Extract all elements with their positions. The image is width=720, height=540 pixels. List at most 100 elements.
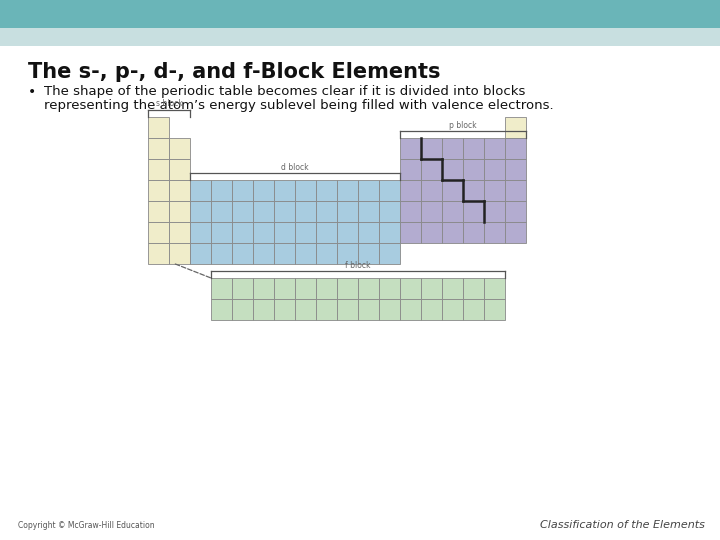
Bar xyxy=(421,180,442,201)
Bar xyxy=(421,159,442,180)
Bar xyxy=(379,243,400,264)
Bar xyxy=(295,299,316,320)
Text: Copyright © McGraw-Hill Education: Copyright © McGraw-Hill Education xyxy=(18,521,155,530)
Bar xyxy=(211,278,232,299)
Bar xyxy=(148,138,169,159)
Text: Classification of the Elements: Classification of the Elements xyxy=(540,520,705,530)
Bar xyxy=(169,138,190,159)
Bar xyxy=(400,278,421,299)
Bar xyxy=(169,243,190,264)
Bar xyxy=(211,243,232,264)
Bar xyxy=(358,222,379,243)
Bar xyxy=(190,201,211,222)
Bar xyxy=(337,299,358,320)
Bar xyxy=(316,222,337,243)
Bar xyxy=(484,180,505,201)
Text: p block: p block xyxy=(449,120,477,130)
Bar xyxy=(442,180,463,201)
Bar xyxy=(211,180,232,201)
Text: The s-, p-, d-, and f-Block Elements: The s-, p-, d-, and f-Block Elements xyxy=(28,62,441,82)
Bar xyxy=(274,201,295,222)
Bar xyxy=(274,278,295,299)
Bar xyxy=(505,180,526,201)
Bar xyxy=(316,201,337,222)
Bar xyxy=(295,243,316,264)
Bar xyxy=(442,201,463,222)
Bar xyxy=(253,278,274,299)
Bar xyxy=(358,299,379,320)
Bar xyxy=(421,138,442,159)
Text: s block: s block xyxy=(156,99,182,109)
Bar xyxy=(400,159,421,180)
Bar xyxy=(463,299,484,320)
Bar xyxy=(442,299,463,320)
Bar xyxy=(295,180,316,201)
Bar xyxy=(400,201,421,222)
Bar xyxy=(295,201,316,222)
Bar xyxy=(337,278,358,299)
Bar xyxy=(463,278,484,299)
Bar xyxy=(148,201,169,222)
Bar xyxy=(169,201,190,222)
Bar xyxy=(316,299,337,320)
Bar xyxy=(442,278,463,299)
Bar xyxy=(169,180,190,201)
Bar xyxy=(379,222,400,243)
Bar xyxy=(421,222,442,243)
Bar xyxy=(337,180,358,201)
Bar xyxy=(421,278,442,299)
Bar xyxy=(421,201,442,222)
Bar xyxy=(400,299,421,320)
Bar xyxy=(358,201,379,222)
Bar xyxy=(316,278,337,299)
Bar xyxy=(379,180,400,201)
Bar xyxy=(358,243,379,264)
Bar xyxy=(484,138,505,159)
Bar xyxy=(253,222,274,243)
Bar xyxy=(379,299,400,320)
Bar xyxy=(148,222,169,243)
Bar xyxy=(211,201,232,222)
Bar xyxy=(505,138,526,159)
Bar xyxy=(442,138,463,159)
Bar xyxy=(0,0,720,28)
Bar xyxy=(463,159,484,180)
Bar xyxy=(337,222,358,243)
Bar xyxy=(484,299,505,320)
Bar xyxy=(358,180,379,201)
Bar xyxy=(421,299,442,320)
Bar xyxy=(232,299,253,320)
Bar xyxy=(232,201,253,222)
Bar xyxy=(484,278,505,299)
Bar xyxy=(505,159,526,180)
Bar xyxy=(484,222,505,243)
Bar xyxy=(295,222,316,243)
Bar xyxy=(505,222,526,243)
Bar xyxy=(253,201,274,222)
Bar xyxy=(232,180,253,201)
Text: The shape of the periodic table becomes clear if it is divided into blocks: The shape of the periodic table becomes … xyxy=(44,85,526,98)
Bar xyxy=(211,299,232,320)
Bar xyxy=(274,222,295,243)
Bar xyxy=(190,243,211,264)
Bar xyxy=(232,243,253,264)
Bar xyxy=(169,222,190,243)
Text: representing the atom’s energy sublevel being filled with valence electrons.: representing the atom’s energy sublevel … xyxy=(44,99,554,112)
Bar xyxy=(148,180,169,201)
Bar xyxy=(400,138,421,159)
Bar xyxy=(505,117,526,138)
Bar xyxy=(148,159,169,180)
Bar xyxy=(232,278,253,299)
Bar xyxy=(148,243,169,264)
Bar xyxy=(463,138,484,159)
Bar xyxy=(484,159,505,180)
Bar xyxy=(337,243,358,264)
Bar xyxy=(442,159,463,180)
Bar xyxy=(253,299,274,320)
Bar xyxy=(400,180,421,201)
Bar xyxy=(463,180,484,201)
Bar xyxy=(0,28,720,46)
Text: f block: f block xyxy=(346,260,371,269)
Bar xyxy=(148,117,169,138)
Bar xyxy=(337,201,358,222)
